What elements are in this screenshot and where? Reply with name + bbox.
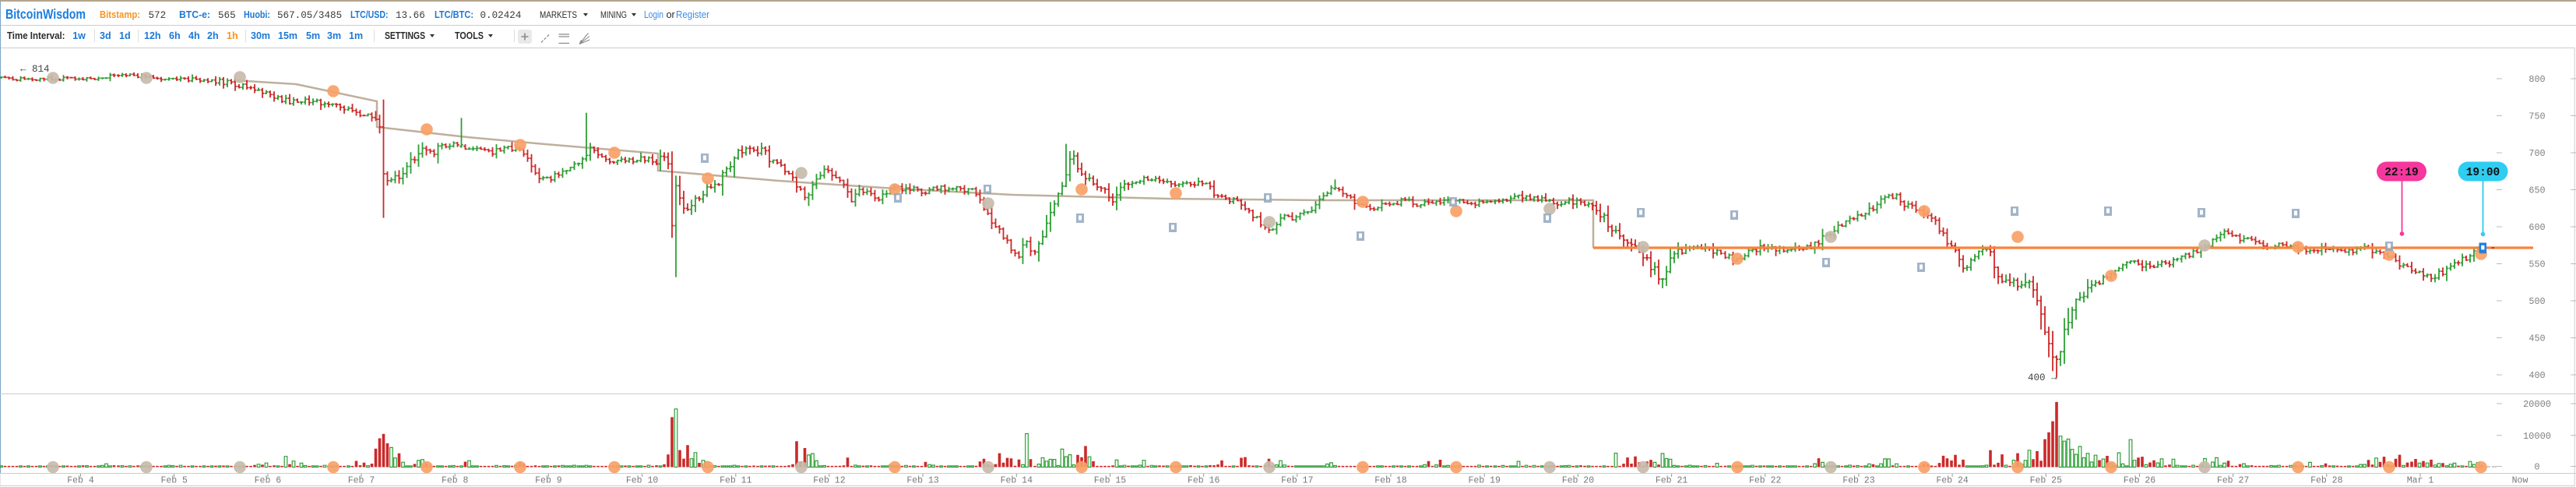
svg-text:Feb 10: Feb 10 [626, 476, 659, 486]
svg-text:Feb 26: Feb 26 [2124, 476, 2156, 486]
svg-text:Mar 1: Mar 1 [2407, 476, 2434, 486]
svg-text:Feb 9: Feb 9 [535, 476, 562, 486]
svg-text:Feb 12: Feb 12 [813, 476, 846, 486]
svg-text:Now: Now [2512, 476, 2528, 486]
svg-text:Feb 27: Feb 27 [2217, 476, 2249, 486]
svg-text:Feb 23: Feb 23 [1842, 476, 1875, 486]
svg-text:Feb 15: Feb 15 [1094, 476, 1127, 486]
svg-text:Feb 25: Feb 25 [2030, 476, 2063, 486]
svg-text:Feb 5: Feb 5 [160, 476, 188, 486]
svg-text:Feb 13: Feb 13 [906, 476, 939, 486]
svg-text:0: 0 [2534, 462, 2539, 473]
svg-text:Feb 6: Feb 6 [255, 476, 282, 486]
svg-text:22:19: 22:19 [2384, 167, 2419, 179]
svg-text:Feb 28: Feb 28 [2310, 476, 2343, 486]
svg-text:Feb 18: Feb 18 [1374, 476, 1407, 486]
svg-text:450: 450 [2528, 333, 2545, 344]
svg-text:Feb 21: Feb 21 [1656, 476, 1688, 486]
svg-text:Feb 17: Feb 17 [1281, 476, 1313, 486]
svg-text:Feb 16: Feb 16 [1188, 476, 1220, 486]
svg-text:Feb 11: Feb 11 [720, 476, 752, 486]
svg-text:Feb 19: Feb 19 [1468, 476, 1501, 486]
svg-text:19:00: 19:00 [2466, 167, 2500, 179]
svg-text:500: 500 [2528, 296, 2545, 307]
svg-text:10000: 10000 [2523, 431, 2551, 442]
svg-text:Feb 8: Feb 8 [442, 476, 469, 486]
svg-text:650: 650 [2528, 185, 2545, 196]
svg-text:← 814: ← 814 [20, 64, 50, 75]
svg-text:750: 750 [2528, 111, 2545, 122]
svg-text:400: 400 [2528, 370, 2545, 381]
svg-text:700: 700 [2528, 148, 2545, 159]
svg-text:Feb 14: Feb 14 [1001, 476, 1033, 486]
svg-text:Feb 24: Feb 24 [1936, 476, 1969, 486]
svg-text:800: 800 [2528, 74, 2545, 85]
svg-text:400 →: 400 → [2028, 372, 2057, 383]
svg-text:20000: 20000 [2523, 399, 2551, 410]
svg-text:Feb 20: Feb 20 [1562, 476, 1595, 486]
svg-text:550: 550 [2528, 259, 2545, 270]
svg-text:Feb 7: Feb 7 [348, 476, 375, 486]
svg-text:Feb 4: Feb 4 [67, 476, 94, 486]
svg-text:600: 600 [2528, 222, 2545, 233]
svg-text:Feb 22: Feb 22 [1749, 476, 1782, 486]
